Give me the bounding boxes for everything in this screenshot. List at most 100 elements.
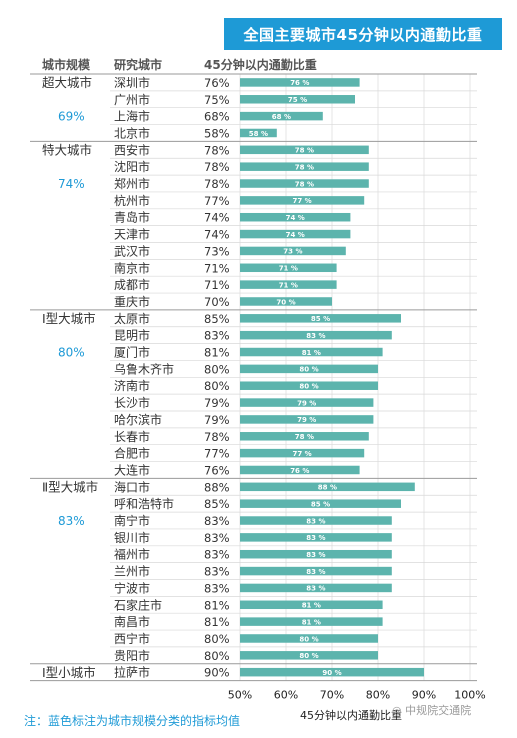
- bar: [240, 128, 277, 138]
- bar: [240, 280, 337, 289]
- bar-data-label: 90 %: [322, 669, 341, 677]
- group-name: Ⅰ型小城市: [42, 665, 96, 680]
- bar: [240, 566, 392, 576]
- bar-data-label: 73 %: [283, 248, 302, 256]
- city-name: 广州市: [114, 92, 150, 107]
- value-label: 58%: [204, 126, 230, 140]
- bar: [240, 482, 415, 492]
- city-name: 南昌市: [114, 614, 150, 629]
- value-label: 83%: [204, 581, 230, 595]
- bar-data-label: 80 %: [299, 652, 318, 660]
- bar: [240, 600, 383, 610]
- header-city-scale: 城市规模: [42, 58, 91, 72]
- value-label: 71%: [204, 261, 230, 275]
- city-name: 哈尔滨市: [114, 412, 162, 427]
- bar: [240, 381, 378, 390]
- city-name: 西安市: [114, 142, 150, 157]
- x-axis-label: 45分钟以内通勤比重: [300, 709, 402, 722]
- bar: [240, 415, 374, 424]
- value-label: 90%: [204, 666, 230, 680]
- bar: [240, 145, 369, 155]
- value-label: 81%: [204, 346, 230, 360]
- watermark: ◎ 中规院交通院: [392, 702, 471, 718]
- city-name: 拉萨市: [114, 665, 150, 680]
- bar-data-label: 75 %: [288, 96, 307, 104]
- city-name: 厦门市: [114, 345, 150, 360]
- city-name: 合肥市: [114, 446, 150, 461]
- city-name: 天津市: [114, 227, 150, 242]
- x-tick-label: 100%: [454, 689, 485, 702]
- city-name: 成都市: [114, 277, 150, 292]
- bar-data-label: 76 %: [290, 467, 309, 475]
- bar-data-label: 83 %: [306, 551, 325, 559]
- city-name: 北京市: [114, 125, 150, 140]
- value-label: 77%: [204, 447, 230, 461]
- city-name: 福州市: [114, 547, 150, 562]
- bar: [240, 448, 365, 458]
- bar-data-label: 88 %: [318, 484, 337, 492]
- x-tick-label: 80%: [366, 689, 390, 702]
- city-name: 南宁市: [114, 513, 150, 528]
- bar-data-label: 83 %: [306, 534, 325, 542]
- x-tick-label: 50%: [228, 689, 252, 702]
- bar: [240, 583, 392, 593]
- value-label: 74%: [204, 228, 230, 242]
- city-name: 西宁市: [114, 631, 150, 646]
- bar-data-label: 78 %: [295, 180, 314, 188]
- bar-data-label: 81 %: [302, 349, 321, 357]
- group-mean: 83%: [58, 514, 85, 528]
- bar-data-label: 80 %: [299, 366, 318, 374]
- group-name: 超大城市: [42, 75, 92, 90]
- value-label: 80%: [204, 362, 230, 376]
- bar-data-label: 74 %: [286, 214, 305, 222]
- group-mean: 80%: [58, 346, 85, 360]
- city-name: 大连市: [114, 462, 150, 477]
- bar-data-label: 81 %: [302, 602, 321, 610]
- bar-data-label: 83 %: [306, 585, 325, 593]
- value-label: 74%: [204, 211, 230, 225]
- bar: [240, 162, 369, 171]
- bar-data-label: 74 %: [286, 231, 305, 239]
- city-name: 贵阳市: [114, 648, 150, 663]
- bar: [240, 111, 323, 121]
- value-label: 83%: [204, 329, 230, 343]
- value-label: 81%: [204, 615, 230, 629]
- bar: [240, 634, 378, 643]
- bar-data-label: 77 %: [292, 197, 311, 205]
- city-name: 重庆市: [114, 294, 150, 309]
- bar-data-label: 78 %: [295, 433, 314, 441]
- value-label: 70%: [204, 295, 230, 309]
- city-name: 银川市: [114, 530, 150, 545]
- value-label: 85%: [204, 497, 230, 511]
- bar: [240, 78, 360, 87]
- bar: [240, 347, 383, 357]
- value-label: 78%: [204, 160, 230, 174]
- city-name: 长春市: [114, 429, 150, 444]
- x-tick-label: 70%: [320, 689, 344, 702]
- bar-data-label: 79 %: [297, 399, 316, 407]
- value-label: 75%: [204, 93, 230, 107]
- city-name: 呼和浩特市: [114, 496, 174, 511]
- bar: [240, 465, 360, 475]
- footnote: 注：蓝色标注为城市规模分类的指标均值: [24, 714, 241, 728]
- city-name: 青岛市: [114, 210, 150, 225]
- x-tick-label: 60%: [274, 689, 298, 702]
- bar-data-label: 81 %: [302, 618, 321, 626]
- city-name: 昆明市: [114, 328, 150, 343]
- bar: [240, 196, 365, 205]
- city-name: 济南市: [114, 378, 150, 393]
- value-label: 76%: [204, 463, 230, 477]
- value-label: 76%: [204, 76, 230, 90]
- watermark-icon: ◎: [392, 704, 402, 717]
- bar-data-label: 71 %: [279, 265, 298, 273]
- group-mean: 69%: [58, 110, 85, 124]
- city-name: 宁波市: [114, 580, 150, 595]
- bar: [240, 229, 351, 239]
- value-label: 80%: [204, 649, 230, 663]
- city-name: 武汉市: [114, 243, 150, 258]
- city-name: 郑州市: [114, 176, 150, 191]
- city-name: 海口市: [114, 479, 150, 494]
- value-label: 79%: [204, 396, 230, 410]
- bar-data-label: 77 %: [292, 450, 311, 458]
